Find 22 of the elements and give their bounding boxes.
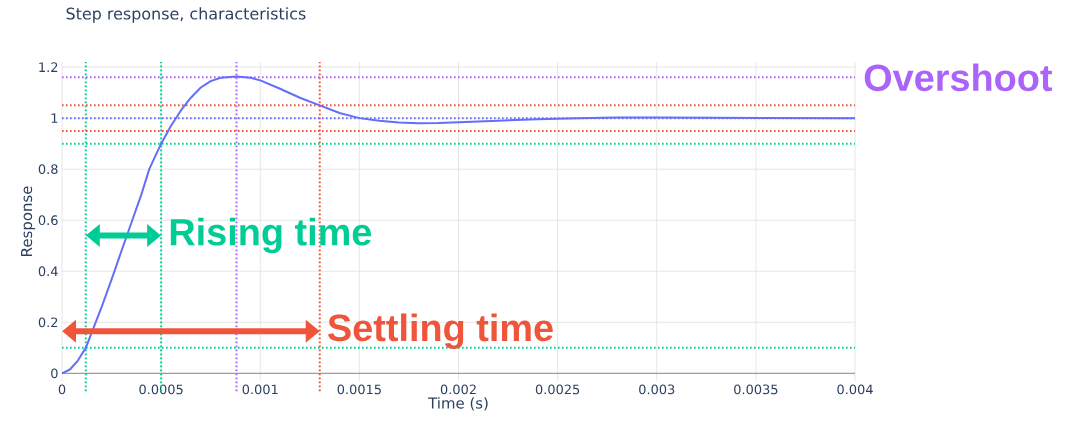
chart-title: Step response, characteristics bbox=[66, 7, 306, 23]
y-tick-label: 0.4 bbox=[38, 266, 58, 277]
x-tick-label: 0.001 bbox=[242, 384, 278, 395]
y-tick-label: 1.2 bbox=[39, 62, 58, 72]
y-tick-label: 0.2 bbox=[38, 317, 58, 328]
x-tick-label: 0.002 bbox=[440, 384, 476, 395]
annotation: Settling time bbox=[328, 313, 553, 349]
x-tick-label: 0.0035 bbox=[734, 384, 778, 395]
y-tick-label: 1 bbox=[51, 113, 58, 123]
y-axis-title: Response bbox=[21, 186, 36, 256]
x-tick-label: 0 bbox=[58, 384, 66, 395]
x-tick-label: 0.0015 bbox=[337, 384, 381, 395]
annotation: Rising time bbox=[170, 217, 372, 254]
y-tick-label: 0.6 bbox=[38, 215, 58, 226]
annotation: Overshoot bbox=[864, 63, 1053, 92]
y-tick-label: 0 bbox=[51, 368, 58, 379]
y-tick-label: 0.8 bbox=[38, 164, 58, 175]
x-tick-label: 0.003 bbox=[639, 384, 675, 395]
x-tick-label: 0.0005 bbox=[139, 384, 183, 395]
x-axis-title: Time (s) bbox=[428, 397, 488, 411]
x-tick-label: 0.0025 bbox=[535, 384, 580, 395]
x-tick-label: 0.004 bbox=[837, 384, 873, 395]
